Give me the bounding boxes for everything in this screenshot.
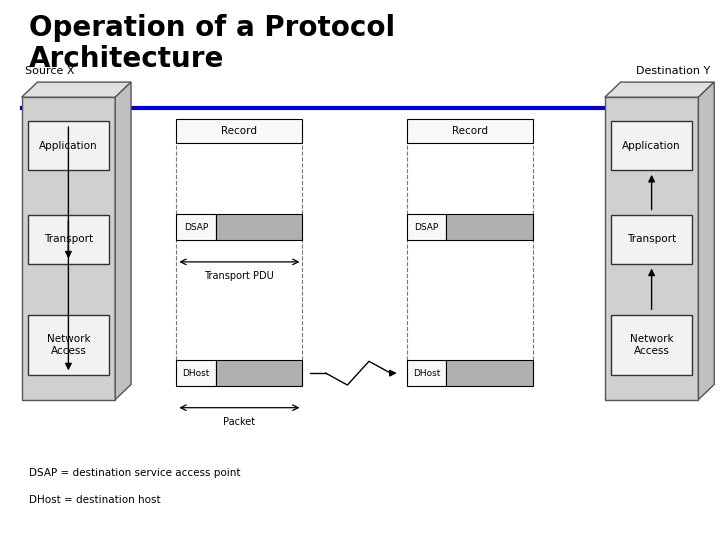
Text: Packet: Packet — [223, 417, 256, 427]
Polygon shape — [605, 82, 714, 97]
Text: Source X: Source X — [25, 65, 75, 76]
Text: DSAP = destination service access point: DSAP = destination service access point — [29, 468, 240, 478]
Text: Record: Record — [222, 126, 258, 136]
Bar — [407, 119, 533, 143]
Text: Transport: Transport — [627, 234, 676, 244]
Text: Record: Record — [452, 126, 488, 136]
Bar — [446, 360, 533, 386]
Bar — [611, 215, 692, 264]
Text: DHost = destination host: DHost = destination host — [29, 495, 161, 505]
Bar — [216, 214, 302, 240]
Bar — [216, 360, 302, 386]
Bar — [28, 122, 109, 170]
Bar — [611, 122, 692, 170]
Bar — [446, 214, 533, 240]
Bar — [28, 315, 109, 375]
Bar — [407, 360, 446, 386]
Bar — [176, 214, 216, 240]
Text: DHost: DHost — [182, 369, 210, 377]
Bar — [176, 360, 216, 386]
Bar — [407, 214, 446, 240]
Bar — [28, 215, 109, 264]
Polygon shape — [698, 82, 714, 400]
Text: DSAP: DSAP — [184, 223, 208, 232]
Polygon shape — [605, 97, 698, 400]
Bar — [611, 315, 692, 375]
Text: Destination Y: Destination Y — [636, 65, 711, 76]
Polygon shape — [115, 82, 131, 400]
Text: Operation of a Protocol
Architecture: Operation of a Protocol Architecture — [29, 14, 395, 73]
Polygon shape — [22, 82, 131, 97]
Text: Application: Application — [622, 140, 681, 151]
Text: DSAP: DSAP — [415, 223, 438, 232]
Text: Transport PDU: Transport PDU — [204, 271, 274, 281]
Bar — [176, 119, 302, 143]
Text: Transport: Transport — [44, 234, 93, 244]
Text: DHost: DHost — [413, 369, 441, 377]
Text: Application: Application — [39, 140, 98, 151]
Polygon shape — [22, 97, 115, 400]
Text: Network
Access: Network Access — [47, 334, 90, 356]
Text: Network
Access: Network Access — [630, 334, 673, 356]
